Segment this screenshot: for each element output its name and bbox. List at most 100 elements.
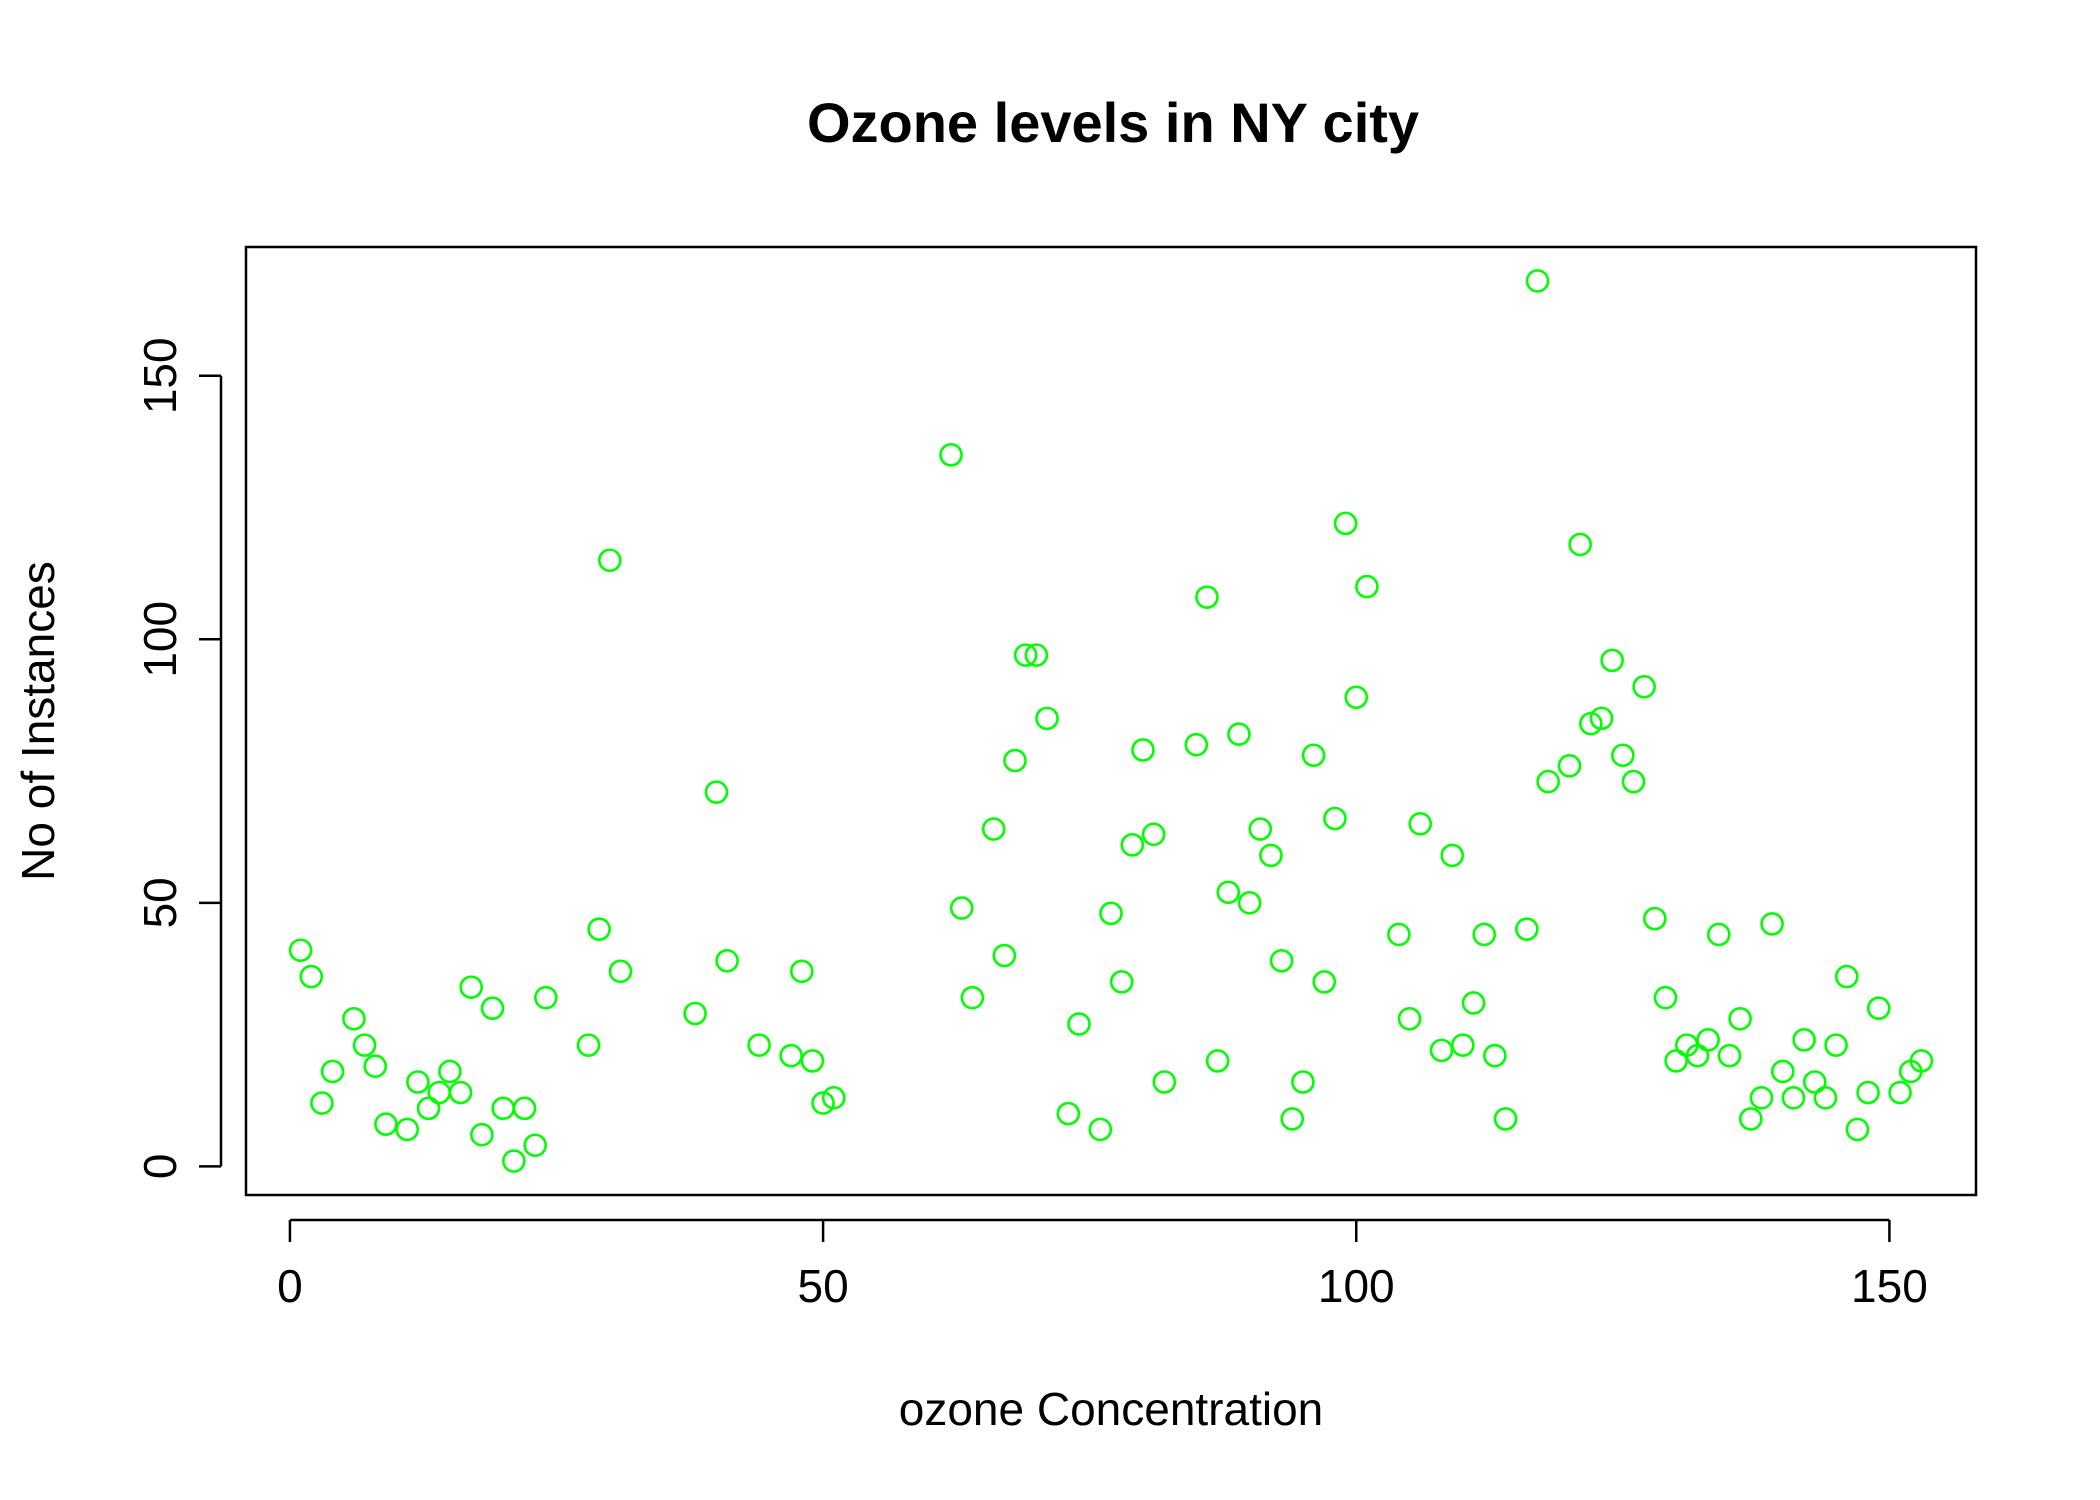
- data-point: [789, 959, 814, 984]
- data-point: [406, 1070, 430, 1094]
- data-point: [981, 817, 1006, 841]
- data-point: [1088, 1117, 1113, 1142]
- x-axis-label: ozone Concentration: [899, 1383, 1324, 1435]
- data-point: [1632, 674, 1656, 699]
- data-point: [1440, 843, 1465, 868]
- data-point: [352, 1033, 377, 1057]
- data-point: [1429, 1038, 1454, 1063]
- data-point: [1237, 891, 1262, 915]
- data-point: [1600, 648, 1624, 673]
- data-point: [1013, 643, 1038, 667]
- data-point: [1291, 1070, 1315, 1094]
- data-point: [1525, 269, 1550, 293]
- data-point: [395, 1117, 420, 1142]
- data-point: [1664, 1049, 1688, 1073]
- data-point: [1909, 1049, 1934, 1073]
- y-tick-label: 150: [134, 337, 186, 414]
- data-point: [1248, 817, 1273, 841]
- data-point: [491, 1096, 515, 1121]
- plot-frame: [244, 245, 1978, 1197]
- data-point: [1451, 1033, 1475, 1057]
- data-point: [470, 1122, 494, 1147]
- chart-title: Ozone levels in NY city: [807, 91, 1419, 154]
- data-point: [576, 1033, 601, 1057]
- data-point: [480, 996, 505, 1021]
- data-point: [1056, 1101, 1081, 1126]
- data-point: [1227, 722, 1251, 746]
- data-point: [1866, 996, 1891, 1021]
- data-point: [1280, 1107, 1305, 1131]
- data-point: [1216, 880, 1241, 905]
- data-point: [1387, 922, 1411, 947]
- data-point: [1099, 901, 1123, 926]
- data-point: [1834, 964, 1859, 989]
- data-point: [1515, 917, 1539, 941]
- data-point: [1483, 1043, 1507, 1068]
- y-tick-label: 0: [134, 1154, 186, 1180]
- data-point: [1131, 738, 1155, 762]
- data-point: [1749, 1086, 1774, 1110]
- data-point: [1141, 822, 1166, 847]
- data-point: [320, 1059, 345, 1084]
- data-point: [1003, 748, 1027, 773]
- data-point: [288, 938, 313, 963]
- data-point: [1408, 811, 1433, 836]
- data-point: [1109, 970, 1134, 994]
- data-point: [448, 1080, 473, 1105]
- data-point: [1792, 1028, 1816, 1052]
- x-axis: 0 50 100 150: [277, 1218, 1928, 1312]
- data-point: [438, 1059, 462, 1084]
- data-point: [1461, 991, 1486, 1015]
- data-point: [1781, 1086, 1806, 1110]
- data-point: [1557, 753, 1582, 778]
- data-point: [512, 1096, 537, 1121]
- data-point: [1344, 685, 1369, 710]
- data-point: [939, 443, 963, 467]
- data-point: [1643, 906, 1667, 931]
- data-point: [1685, 1043, 1710, 1068]
- data-point: [811, 1091, 835, 1115]
- data-point: [1824, 1033, 1848, 1057]
- data-point: [299, 964, 324, 989]
- data-point: [1259, 843, 1283, 868]
- data-point: [1621, 769, 1646, 794]
- x-tick-label: 0: [277, 1260, 303, 1312]
- data-point: [608, 959, 633, 984]
- x-tick-label: 100: [1318, 1260, 1395, 1312]
- x-tick-label: 50: [798, 1260, 849, 1312]
- data-point: [704, 780, 729, 804]
- data-point: [374, 1112, 398, 1136]
- data-point: [1397, 1006, 1422, 1031]
- data-point: [747, 1033, 771, 1057]
- data-point: [1205, 1049, 1230, 1073]
- data-point: [1760, 912, 1784, 936]
- y-tick-label: 50: [134, 877, 186, 928]
- data-point: [1493, 1107, 1518, 1131]
- data-point: [1611, 743, 1635, 768]
- data-point: [416, 1096, 441, 1121]
- data-point: [587, 917, 611, 941]
- data-points: [288, 269, 1934, 1173]
- data-point: [1312, 970, 1337, 994]
- data-point: [1707, 922, 1731, 947]
- data-point: [598, 548, 622, 573]
- data-point: [1184, 732, 1209, 757]
- data-point: [459, 975, 484, 999]
- data-point: [1568, 532, 1592, 557]
- data-point: [310, 1091, 334, 1115]
- data-point: [1024, 643, 1049, 667]
- data-point: [1770, 1059, 1795, 1084]
- data-point: [1323, 806, 1347, 831]
- data-point: [800, 1049, 825, 1073]
- data-point: [1738, 1107, 1763, 1131]
- data-point: [1717, 1043, 1742, 1068]
- data-point: [1813, 1086, 1838, 1110]
- data-point: [1472, 922, 1497, 947]
- data-point: [1579, 711, 1603, 736]
- data-point: [821, 1086, 846, 1110]
- y-tick-label: 100: [134, 601, 186, 678]
- data-point: [992, 943, 1017, 968]
- data-point: [1888, 1080, 1912, 1105]
- data-point: [1067, 1012, 1091, 1036]
- data-point: [1696, 1028, 1720, 1052]
